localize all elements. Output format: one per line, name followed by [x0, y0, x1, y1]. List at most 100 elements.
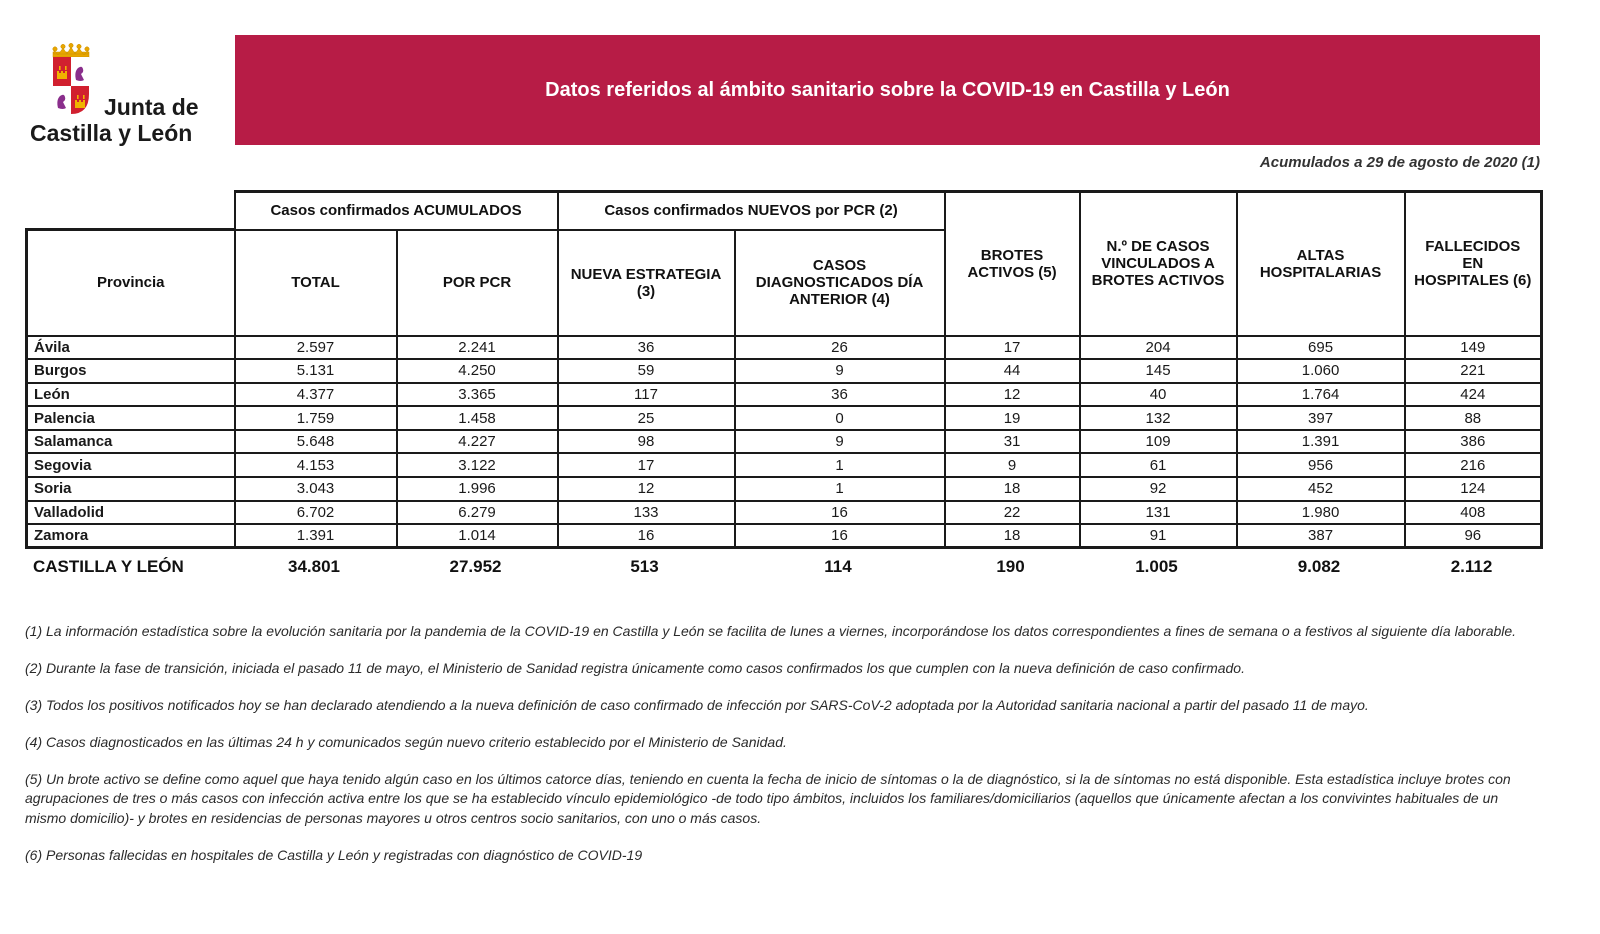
data-cell: 12 — [943, 381, 1081, 408]
col-header-provincia: Provincia — [25, 228, 236, 337]
data-cell: 1 — [733, 476, 946, 502]
table-row: Burgos 5.131 4.250 59 9 44 145 1.060 221 — [25, 358, 1544, 384]
province-name: Segovia — [25, 452, 236, 479]
footnote-4: (4) Casos diagnosticados en las últimas … — [25, 733, 787, 750]
group-header-accumulated: Casos confirmados ACUMULADOS — [233, 190, 559, 231]
data-cell: 18 — [943, 523, 1081, 550]
footnote-3: (3) Todos los positivos notificados hoy … — [25, 696, 1369, 713]
data-cell: 12 — [556, 476, 736, 502]
col-header-por-pcr: POR PCR — [395, 228, 559, 337]
col-header-fallecidos: FALLECIDOS EN HOSPITALES (6) — [1403, 190, 1544, 337]
data-cell: 1.391 — [233, 523, 398, 550]
data-cell: 17 — [943, 334, 1081, 361]
data-cell: 26 — [733, 334, 946, 361]
data-cell: 131 — [1078, 499, 1238, 526]
data-cell: 16 — [733, 499, 946, 526]
data-cell: 6.702 — [233, 499, 398, 526]
data-cell: 4.377 — [233, 381, 398, 408]
table-row: Soria 3.043 1.996 12 1 18 92 452 124 — [25, 476, 1544, 502]
accumulated-date-note: Acumulados a 29 de agosto de 2020 (1) — [1259, 154, 1540, 171]
data-cell: 19 — [943, 405, 1081, 431]
data-cell: 98 — [556, 428, 736, 455]
data-cell: 133 — [556, 499, 736, 526]
data-cell: 2.597 — [233, 334, 398, 361]
data-cell: 40 — [1078, 381, 1238, 408]
data-cell: 452 — [1235, 476, 1406, 502]
col-header-total: TOTAL — [233, 228, 398, 337]
col-header-diagnosticados-dia-anterior: CASOS DIAGNOSTICADOS DÍA ANTERIOR (4) — [733, 228, 946, 337]
data-cell: 4.250 — [395, 358, 559, 384]
data-cell: 1.060 — [1235, 358, 1406, 384]
data-cell: 5.131 — [233, 358, 398, 384]
col-header-nueva-estrategia: NUEVA ESTRATEGIA (3) — [556, 228, 736, 337]
data-cell: 216 — [1403, 452, 1544, 479]
data-cell: 145 — [1078, 358, 1238, 384]
data-cell: 2.241 — [395, 334, 559, 361]
province-name: Burgos — [25, 358, 236, 384]
data-cell: 88 — [1403, 405, 1544, 431]
footnote-2: (2) Durante la fase de transición, inici… — [25, 659, 1245, 676]
data-cell: 387 — [1235, 523, 1406, 550]
data-cell: 1 — [733, 452, 946, 479]
province-name: Zamora — [25, 523, 236, 550]
data-cell: 16 — [556, 523, 736, 550]
data-cell: 44 — [943, 358, 1081, 384]
data-cell: 109 — [1078, 428, 1238, 455]
data-cell: 22 — [943, 499, 1081, 526]
table-row: Palencia 1.759 1.458 25 0 19 132 397 88 — [25, 405, 1544, 431]
data-cell: 36 — [733, 381, 946, 408]
data-cell: 397 — [1235, 405, 1406, 431]
col-header-casos-vinculados: N.º DE CASOS VINCULADOS A BROTES ACTIVOS — [1078, 190, 1238, 337]
table-body: Ávila 2.597 2.241 36 26 17 204 695 149 Burgos 5.13… — [25, 334, 1544, 550]
total-value: 9.082 — [1297, 557, 1341, 576]
data-cell: 4.153 — [233, 452, 398, 479]
group-header-new-pcr: Casos confirmados NUEVOS por PCR (2) — [556, 190, 946, 231]
data-cell: 5.648 — [233, 428, 398, 455]
province-name: León — [25, 381, 236, 408]
province-name: Valladolid — [25, 499, 236, 526]
data-cell: 1.759 — [233, 405, 398, 431]
data-cell: 91 — [1078, 523, 1238, 550]
logo-text-line2: Castilla y León — [30, 120, 193, 146]
data-cell: 17 — [556, 452, 736, 479]
footnote-1: (1) La información estadística sobre la … — [25, 623, 1517, 639]
data-cell: 204 — [1078, 334, 1238, 361]
data-cell: 31 — [943, 428, 1081, 455]
table-corner-spacer — [27, 192, 235, 230]
data-cell: 18 — [943, 476, 1081, 502]
data-cell: 16 — [733, 523, 946, 550]
coat-of-arms-icon — [52, 43, 90, 114]
data-cell: 408 — [1403, 499, 1544, 526]
junta-castilla-leon-logo: Junta de Castilla y León — [30, 42, 240, 147]
data-cell: 3.122 — [395, 452, 559, 479]
data-cell: 25 — [556, 405, 736, 431]
data-cell: 9 — [733, 358, 946, 384]
data-cell: 1.458 — [395, 405, 559, 431]
data-cell: 1.014 — [395, 523, 559, 550]
footnote-6: (6) Personas fallecidas en hospitales de… — [25, 847, 643, 864]
data-cell: 92 — [1078, 476, 1238, 502]
data-cell: 1.980 — [1235, 499, 1406, 526]
data-cell: 9 — [733, 428, 946, 455]
data-cell: 9 — [943, 452, 1081, 479]
data-cell: 149 — [1403, 334, 1544, 361]
data-cell: 132 — [1078, 405, 1238, 431]
page-title: Datos referidos al ámbito sanitario sobr… — [545, 78, 1230, 101]
data-cell: 1.391 — [1235, 428, 1406, 455]
footnote-5: (5) Un brote activo se define como aquel… — [25, 770, 1511, 827]
data-cell: 59 — [556, 358, 736, 384]
covid-data-table: Casos confirmados ACUMULADOS Casos confi… — [25, 190, 1544, 550]
data-cell: 4.227 — [395, 428, 559, 455]
table-row: Ávila 2.597 2.241 36 26 17 204 695 149 — [25, 334, 1544, 361]
total-value: 190 — [996, 557, 1025, 576]
data-cell: 61 — [1078, 452, 1238, 479]
data-cell: 3.365 — [395, 381, 559, 408]
table-row: Zamora 1.391 1.014 16 16 18 91 387 96 — [25, 523, 1544, 550]
data-cell: 0 — [733, 405, 946, 431]
province-name: Salamanca — [25, 428, 236, 455]
table-row: León 4.377 3.365 117 36 12 40 1.764 424 — [25, 381, 1544, 408]
province-name: Palencia — [25, 405, 236, 431]
data-cell: 3.043 — [233, 476, 398, 502]
data-cell: 386 — [1403, 428, 1544, 455]
